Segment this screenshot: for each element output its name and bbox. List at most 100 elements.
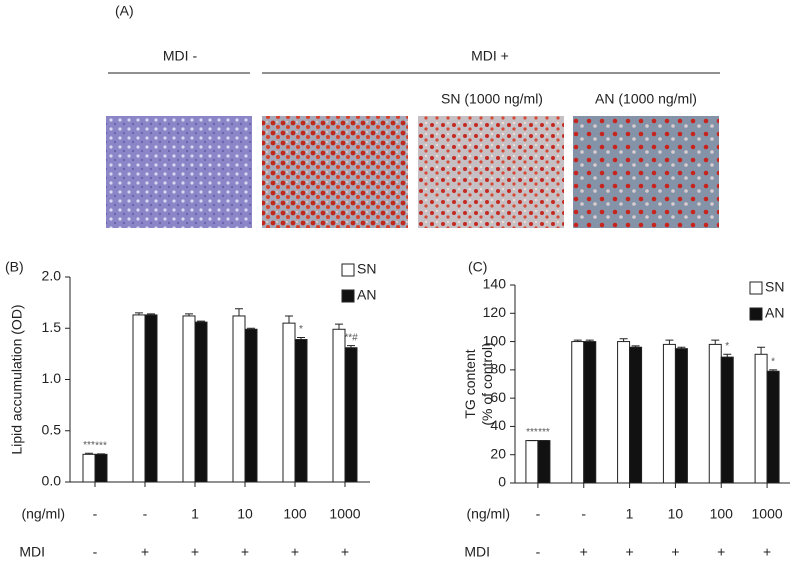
x-tick-label: - xyxy=(93,506,98,522)
x-tick-label: 1000 xyxy=(329,506,360,522)
legend-label: AN xyxy=(765,305,784,321)
bar xyxy=(332,328,346,483)
micrograph xyxy=(418,116,564,228)
bar xyxy=(82,453,96,483)
bar xyxy=(754,353,768,484)
mdi-label: - xyxy=(93,544,98,560)
micrograph xyxy=(573,116,719,228)
legend-swatch xyxy=(749,281,763,295)
bar xyxy=(244,328,258,483)
error-bar xyxy=(619,338,628,342)
micrograph xyxy=(262,116,408,228)
bar xyxy=(182,315,196,483)
bar xyxy=(232,315,246,483)
y-tick-label: 1.5 xyxy=(42,319,62,335)
y-tick-label: 1.0 xyxy=(42,370,62,386)
mdi-label: + xyxy=(625,544,633,560)
bar xyxy=(583,341,597,484)
bar xyxy=(344,347,358,483)
error-bar xyxy=(711,339,720,345)
bar xyxy=(708,343,722,484)
error-bar xyxy=(285,315,293,324)
significance: * xyxy=(771,356,775,367)
mdi-label: + xyxy=(580,544,588,560)
micrograph xyxy=(106,116,252,228)
image-caption: AN (1000 ng/ml) xyxy=(595,91,697,107)
y-tick-label: 20 xyxy=(490,445,506,461)
error-bar xyxy=(769,369,778,372)
mdi-label: + xyxy=(717,544,725,560)
significance: * xyxy=(725,341,729,352)
bar xyxy=(674,348,688,484)
mdi-label: + xyxy=(241,544,249,560)
bar xyxy=(94,453,108,483)
x-tick-label: 1 xyxy=(626,506,634,522)
x-row-label: (ng/ml) xyxy=(21,506,65,522)
significance: * xyxy=(299,324,303,335)
y-axis-label: Lipid accumulation (OD) xyxy=(9,304,25,454)
group-label: MDI + xyxy=(471,48,509,64)
error-bar xyxy=(135,312,143,315)
legend-label: AN xyxy=(357,287,376,303)
bar xyxy=(282,322,296,483)
significance: *** xyxy=(526,427,538,438)
x-tick-label: 10 xyxy=(237,506,253,522)
bar xyxy=(720,356,734,484)
bar xyxy=(194,321,208,483)
bar xyxy=(537,440,551,484)
legend-label: SN xyxy=(357,261,376,277)
legend-swatch xyxy=(341,263,355,277)
x-row-label: MDI xyxy=(464,544,490,560)
panel-label: (A) xyxy=(115,3,134,19)
group-label: MDI - xyxy=(163,48,198,64)
error-bar xyxy=(631,345,640,348)
x-row-label: MDI xyxy=(19,544,45,560)
error-bar xyxy=(347,345,355,348)
y-tick-label: 60 xyxy=(490,389,506,405)
error-bar xyxy=(297,336,305,340)
x-tick-label: 1 xyxy=(191,506,199,522)
bar xyxy=(525,440,539,484)
y-axis-label: (% of control) xyxy=(479,342,495,425)
y-tick-label: 2.0 xyxy=(42,268,62,284)
error-bar xyxy=(235,308,243,316)
error-bar xyxy=(585,339,594,342)
x-row-label: (ng/ml) xyxy=(466,506,510,522)
mdi-label: + xyxy=(191,544,199,560)
bar xyxy=(294,339,308,483)
bar xyxy=(617,341,631,484)
significance: *** xyxy=(95,440,107,451)
y-axis-label: TG content xyxy=(462,349,478,418)
x-tick-label: 100 xyxy=(710,506,734,522)
y-tick-label: 140 xyxy=(483,276,507,292)
error-bar xyxy=(147,313,155,315)
error-bar xyxy=(97,453,105,455)
x-tick-label: - xyxy=(581,506,586,522)
error-bar xyxy=(247,327,255,330)
x-tick-label: 100 xyxy=(283,506,307,522)
mdi-label: + xyxy=(291,544,299,560)
bar xyxy=(662,343,676,484)
mdi-label: + xyxy=(763,544,771,560)
x-tick-label: - xyxy=(143,506,148,522)
mdi-label: + xyxy=(671,544,679,560)
y-tick-label: 80 xyxy=(490,361,506,377)
error-bar xyxy=(197,320,205,323)
x-tick-label: 10 xyxy=(668,506,684,522)
y-tick-label: 100 xyxy=(483,332,507,348)
bar xyxy=(766,370,780,484)
mdi-label: - xyxy=(536,544,541,560)
y-tick-label: 0.0 xyxy=(42,473,62,489)
significance: *** xyxy=(538,427,550,438)
error-bar xyxy=(665,339,674,345)
bar xyxy=(629,346,643,484)
error-bar xyxy=(677,346,686,349)
error-bar xyxy=(757,346,766,355)
bar xyxy=(571,341,585,484)
bar xyxy=(132,314,146,483)
panel-label: (B) xyxy=(5,259,24,275)
bar xyxy=(144,314,158,483)
significance: *** xyxy=(83,440,95,451)
x-tick-label: 1000 xyxy=(752,506,783,522)
